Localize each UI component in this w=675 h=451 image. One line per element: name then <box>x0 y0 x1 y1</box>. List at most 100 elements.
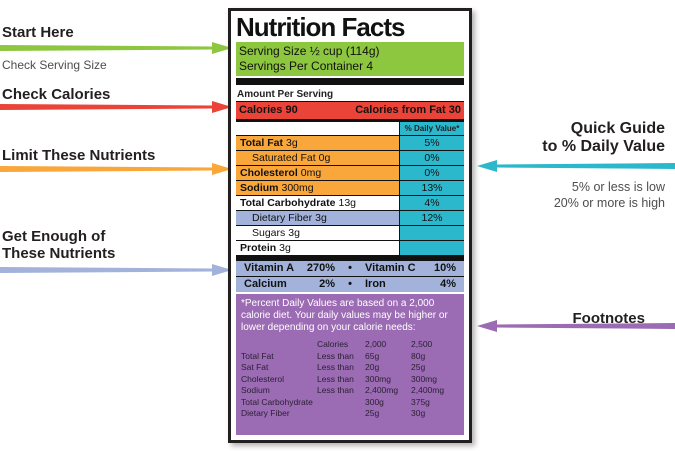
nutrient-row-total-carbohydrate: Total Carbohydrate 13g 4% <box>236 195 464 210</box>
calories-from-fat-value: Calories from Fat 30 <box>355 104 461 116</box>
nutrient-amount: 0g <box>318 152 331 164</box>
nutrient-row-dietary-fiber: Dietary Fiber 3g 12% <box>236 210 464 225</box>
daily-value-arrow-icon <box>477 160 675 172</box>
calories-section: Calories 90 Calories from Fat 30 <box>236 102 464 119</box>
nutrient-row-saturated-fat: Saturated Fat 0g 0% <box>236 150 464 165</box>
fn-cell: 300mg <box>411 373 437 384</box>
fn-cell: Less than <box>317 373 354 384</box>
nutrient-dv <box>399 226 464 240</box>
get-enough-arrow-icon <box>0 264 232 276</box>
divider-bar <box>236 78 464 85</box>
serving-size-section: Serving Size ½ cup (114g) Servings Per C… <box>236 42 464 76</box>
nutrient-name: Sodium <box>240 182 279 194</box>
fn-cell: Less than <box>317 350 354 361</box>
fn-cell: 300mg <box>365 373 391 384</box>
nutrient-amount: 3g <box>285 137 298 149</box>
nutrition-facts-label: Nutrition Facts Serving Size ½ cup (114g… <box>228 8 472 443</box>
nutrient-dv: 12% <box>399 211 464 225</box>
nutrient-row-protein: Protein 3g <box>236 240 464 255</box>
label-title: Nutrition Facts <box>236 12 405 42</box>
fn-cell: 2,400mg <box>411 385 445 395</box>
fn-cell: 20g <box>365 362 380 372</box>
vitamin-name: Vitamin C <box>365 262 416 274</box>
nutrient-name: Saturated Fat <box>252 152 316 164</box>
fn-cell: 2,500 <box>411 339 433 349</box>
fn-cell: 300g <box>365 396 384 407</box>
nutrient-name: Dietary Fiber <box>252 212 313 224</box>
fn-cell: 2,000 <box>365 339 387 349</box>
fn-cell: Sat Fat <box>241 362 269 372</box>
nutrient-dv: 4% <box>399 196 464 210</box>
nutrient-dv: 5% <box>399 136 464 150</box>
nutrient-name: Total Carbohydrate <box>240 197 336 209</box>
bullet-icon: • <box>348 278 352 290</box>
fn-cell: Less than <box>317 362 354 372</box>
nutrient-amount: 3g <box>315 212 327 224</box>
nutrient-amount: 3g <box>288 227 300 239</box>
start-here-title: Start Here <box>2 24 74 41</box>
bullet-icon: • <box>348 262 352 274</box>
daily-value-header-row: % Daily Value* <box>236 122 464 135</box>
nutrient-amount: 3g <box>279 242 291 254</box>
fn-cell: Less than <box>317 385 354 395</box>
check-serving-size-label: Check Serving Size <box>2 58 107 72</box>
nutrient-name: Sugars <box>252 227 286 239</box>
calories-arrow-icon <box>0 101 232 113</box>
vitamin-name: Iron <box>365 278 386 290</box>
fn-cell: Cholesterol <box>241 373 284 384</box>
check-calories-title: Check Calories <box>2 86 111 103</box>
nutrient-amount: 13g <box>338 197 357 209</box>
fn-cell: 25g <box>411 362 426 372</box>
footnote-table: Calories 2,000 2,500 Total Fat Less than… <box>241 339 459 420</box>
nutrient-name: Cholesterol <box>240 167 298 179</box>
fn-cell: Sodium <box>241 385 270 395</box>
nutrient-row-cholesterol: Cholesterol 0mg 0% <box>236 165 464 180</box>
serving-size-line: Serving Size ½ cup (114g) <box>239 44 380 58</box>
nutrient-row-sugars: Sugars 3g <box>236 225 464 240</box>
fn-cell <box>241 339 317 351</box>
divider-thin <box>236 119 464 122</box>
fn-cell: 65g <box>365 350 380 361</box>
fn-cell: 80g <box>411 350 426 361</box>
vitamins-row-2: Calcium 2% • Iron 4% <box>236 276 464 292</box>
fn-cell: 30g <box>411 408 426 418</box>
nutrient-row-total-fat: Total Fat 3g 5% <box>236 135 464 150</box>
fn-cell <box>317 397 365 409</box>
vitamin-value: 2% <box>319 278 335 290</box>
quick-guide-title: Quick Guide to % Daily Value <box>479 120 671 156</box>
quick-guide-title-line2: to % Daily Value <box>542 138 665 155</box>
limit-nutrients-title: Limit These Nutrients <box>2 147 156 164</box>
fn-cell: 2,400mg <box>365 385 399 395</box>
nutrient-name: Protein <box>240 242 277 254</box>
vitamin-name: Vitamin A <box>244 262 295 274</box>
fn-cell: 25g <box>365 408 380 418</box>
daily-value-header: % Daily Value* <box>399 122 464 135</box>
footnote-text: *Percent Daily Values are based on a 2,0… <box>241 298 448 333</box>
serving-size-arrow-icon <box>0 42 232 54</box>
nutrient-amount: 0mg <box>300 167 322 179</box>
fn-cell: Calories <box>317 339 349 349</box>
fn-cell: Total Fat <box>241 350 274 361</box>
nutrient-name: Total Fat <box>240 137 283 149</box>
nutrient-row-sodium: Sodium 300mg 13% <box>236 180 464 195</box>
vitamin-value: 4% <box>440 278 456 290</box>
nutrient-dv <box>399 241 464 255</box>
calories-value: Calories 90 <box>239 104 298 116</box>
quick-guide-title-line1: Quick Guide <box>570 120 665 137</box>
fn-cell: 375g <box>411 396 430 407</box>
vitamins-row-1: Vitamin A 270% • Vitamin C 10% <box>236 261 464 276</box>
quick-guide-sub-high: 20% or more is high <box>553 196 665 210</box>
limit-nutrients-arrow-icon <box>0 163 232 175</box>
get-enough-title-line1: Get Enough of <box>2 228 106 245</box>
servings-per-container-line: Servings Per Container 4 <box>239 59 374 73</box>
amount-per-serving-label: Amount Per Serving <box>236 87 464 102</box>
get-enough-title-line2: These Nutrients <box>2 245 116 262</box>
vitamin-value: 270% <box>306 262 335 274</box>
divider-bar <box>236 255 464 261</box>
fn-cell: Total Carbohydrate <box>241 396 313 407</box>
vitamin-value: 10% <box>433 262 456 274</box>
nutrient-amount: 300mg <box>281 182 314 194</box>
footnotes-arrow-icon <box>477 320 675 332</box>
nutrient-dv: 0% <box>399 151 464 165</box>
